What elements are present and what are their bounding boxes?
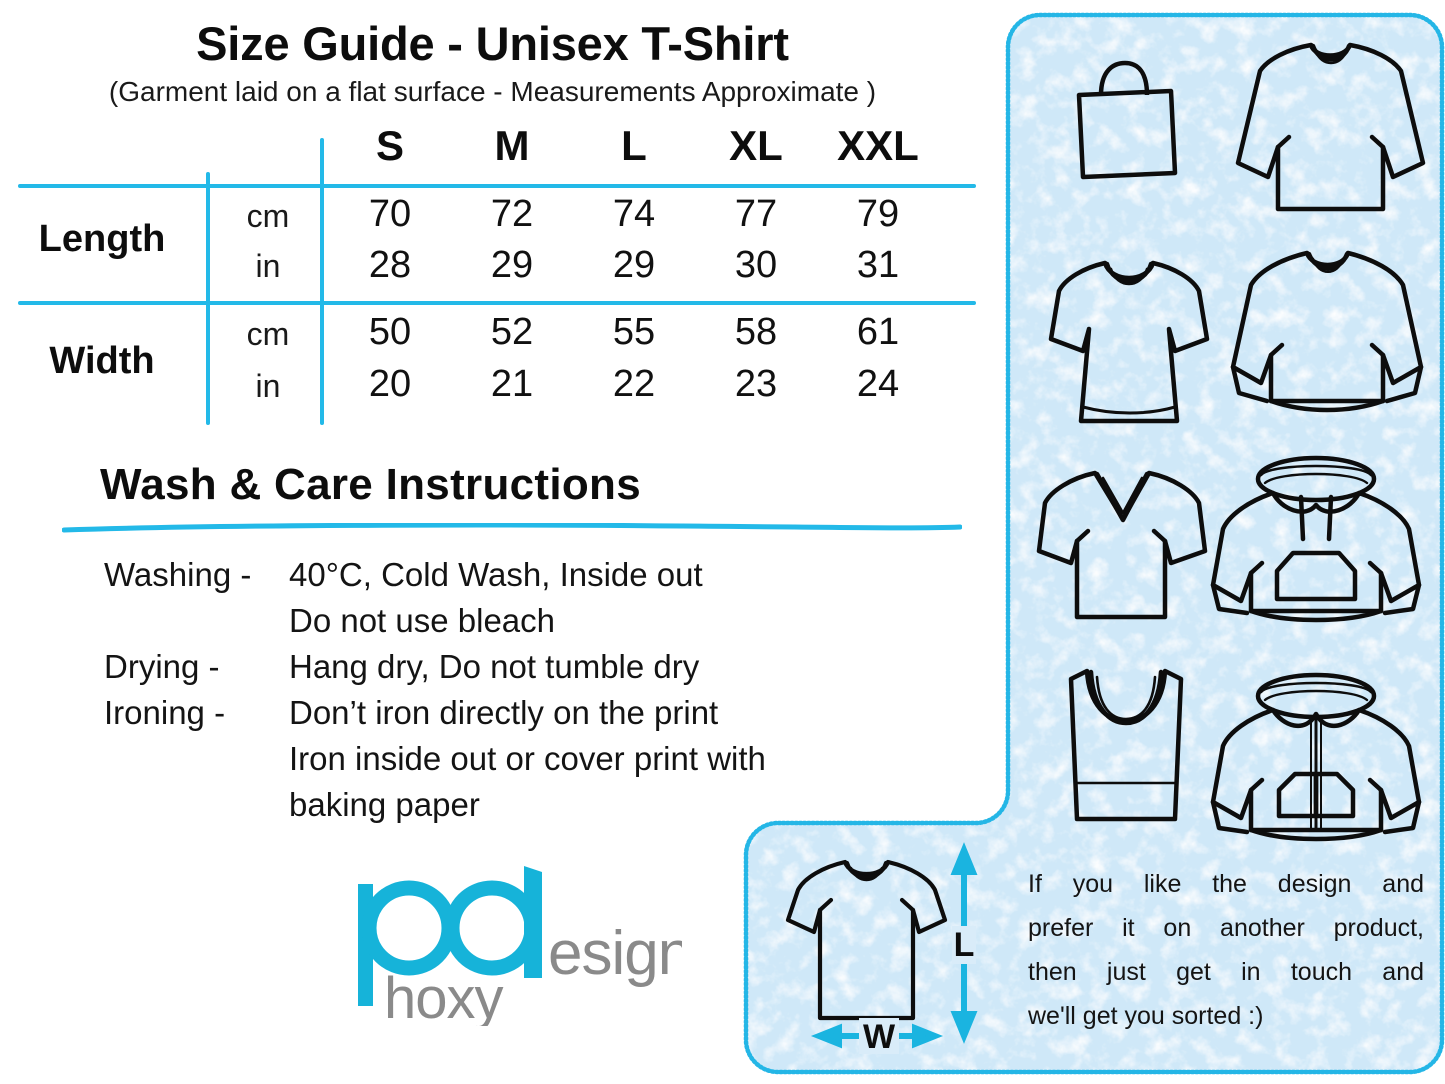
cell-length-in-xxl: 31: [856, 244, 900, 286]
wash-care-title: Wash & Care Instructions: [100, 460, 642, 509]
size-header-xxl: XXL: [837, 122, 919, 169]
wash-care-item-washing: Washing - 40°C, Cold Wash, Inside out: [104, 552, 984, 598]
wash-care-key: Washing -: [104, 556, 252, 593]
size-header-s: S: [375, 122, 404, 169]
cell-width-in-xxl: 24: [856, 363, 900, 405]
zip-hoodie-icon: [1209, 670, 1424, 860]
size-header-xl: XL: [729, 122, 783, 169]
cell-width-cm-xl: 58: [734, 311, 778, 353]
wash-care-value: 40°C, Cold Wash, Inside out: [289, 556, 703, 593]
ladies-tee-icon: [1043, 255, 1213, 435]
tote-bag-icon: [1067, 57, 1187, 192]
brand-logo: esign hoxy: [352, 866, 682, 1026]
garment-icon-grid: [1005, 15, 1445, 842]
cta-line: prefer it on another product,: [1028, 914, 1424, 942]
table-divider-right: [320, 138, 324, 425]
size-table: S M L XL XXL Length cm in 70 72 74 77 79…: [0, 118, 985, 430]
cell-length-in-s: 28: [368, 244, 412, 286]
v-neck-tee-icon: [1035, 465, 1210, 635]
wash-care-underline: [61, 520, 963, 533]
size-header-m: M: [494, 122, 530, 169]
pullover-hoodie-icon: [1209, 453, 1424, 638]
cta-line: If you like the design and: [1028, 870, 1424, 898]
svg-text:hoxy: hoxy: [384, 966, 504, 1026]
cell-width-cm-s: 50: [368, 311, 412, 353]
cell-length-cm-m: 72: [490, 193, 534, 235]
cell-width-cm-m: 52: [490, 311, 534, 353]
svg-text:L: L: [954, 926, 975, 964]
long-sleeve-tee-icon: [1233, 37, 1428, 227]
wash-care-value: Hang dry, Do not tumble dry: [289, 648, 700, 685]
row-label-width: Width: [49, 340, 155, 382]
cell-length-in-xl: 30: [734, 244, 778, 286]
page-title: Size Guide - Unisex T-Shirt: [196, 17, 789, 70]
wash-care-item-ironing: Ironing - Don’t iron directly on the pri…: [104, 690, 984, 736]
unit-length-cm: cm: [246, 198, 290, 234]
measurement-diagram: L L W: [775, 840, 1005, 1070]
table-rule-middle: [18, 301, 976, 305]
cta-line: we'll get you sorted :): [1028, 1002, 1264, 1030]
table-divider-left: [206, 172, 210, 425]
cell-length-cm-l: 74: [612, 193, 656, 235]
cell-width-cm-l: 55: [612, 311, 656, 353]
cell-length-cm-xl: 77: [734, 193, 778, 235]
width-arrow-label: W: [863, 1018, 896, 1056]
cell-width-in-l: 22: [612, 363, 656, 405]
cell-width-cm-xxl: 61: [856, 311, 900, 353]
wash-care-key: Drying -: [104, 648, 220, 685]
wash-care-value: Don’t iron directly on the print: [289, 694, 719, 731]
wash-care-continuation: baking paper: [289, 786, 480, 823]
unit-width-cm: cm: [246, 316, 290, 352]
wash-care-key: Ironing -: [104, 694, 226, 731]
cell-length-cm-s: 70: [368, 193, 412, 235]
cell-length-cm-xxl: 79: [856, 193, 900, 235]
sweatshirt-icon: [1227, 243, 1427, 433]
tank-top-icon: [1061, 663, 1191, 836]
cell-length-in-l: 29: [612, 244, 656, 286]
cta-line: then just get in touch and: [1028, 958, 1424, 986]
cell-width-in-xl: 23: [734, 363, 778, 405]
wash-care-continuation: Do not use bleach: [289, 602, 556, 639]
size-header-l: L: [621, 122, 647, 169]
unit-width-in: in: [255, 368, 281, 404]
cell-length-in-m: 29: [490, 244, 534, 286]
wash-care-item-drying: Drying - Hang dry, Do not tumble dry: [104, 644, 984, 690]
svg-text:esign: esign: [548, 919, 682, 988]
page-subtitle: (Garment laid on a flat surface - Measur…: [108, 76, 877, 107]
wash-care-continuation: Iron inside out or cover print with: [289, 740, 766, 777]
cta-message: If you like the design and prefer it on …: [1028, 862, 1424, 1038]
unit-length-in: in: [255, 248, 281, 284]
row-label-length: Length: [38, 218, 166, 260]
cell-width-in-m: 21: [490, 363, 534, 405]
cell-width-in-s: 20: [368, 363, 412, 405]
table-rule-top: [18, 184, 976, 188]
wash-care-list: Washing - 40°C, Cold Wash, Inside out Do…: [104, 552, 984, 828]
